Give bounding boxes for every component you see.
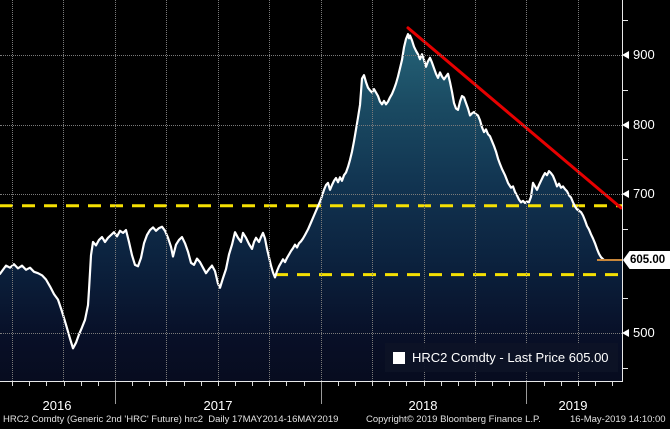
y-axis-label: 700: [633, 186, 655, 201]
plot-area: [0, 0, 622, 381]
y-axis-label: 800: [633, 117, 655, 132]
x-axis-month-tick: [561, 382, 562, 386]
x-axis-month-tick: [475, 382, 476, 386]
grid-line-vertical: [12, 0, 13, 381]
x-axis-label: 2016: [42, 398, 72, 413]
x-axis-month-tick: [595, 382, 596, 386]
x-axis-year-tick: [526, 382, 527, 404]
last-price-badge: 605.00: [623, 251, 670, 269]
y-axis-minor-tick: [623, 368, 628, 369]
footer-datetime: 16-May-2019 14:10:00: [570, 414, 666, 425]
x-axis-month-tick: [304, 382, 305, 386]
grid-line-horizontal: [0, 194, 622, 195]
grid-line-vertical: [526, 0, 527, 381]
grid-line-vertical: [166, 0, 167, 381]
grid-line-vertical: [63, 0, 64, 381]
x-axis-month-tick: [492, 382, 493, 386]
y-axis-tick-arrow-icon: [622, 190, 629, 198]
area-fill: [0, 34, 622, 381]
x-axis-month-tick: [81, 382, 82, 386]
x-axis-month-tick: [286, 382, 287, 386]
y-axis-minor-tick: [623, 298, 628, 299]
grid-line-vertical: [475, 0, 476, 381]
grid-line-vertical: [218, 0, 219, 381]
grid-line-vertical: [578, 0, 579, 381]
x-axis-month-tick: [235, 382, 236, 386]
grid-line-vertical: [372, 0, 373, 381]
x-axis-label: 2017: [203, 398, 233, 413]
y-axis-tick-arrow-icon: [622, 51, 629, 59]
grid-line-horizontal: [0, 333, 622, 334]
grid-line-vertical: [424, 0, 425, 381]
x-axis-month-tick: [149, 382, 150, 386]
x-axis-year-tick: [321, 382, 322, 404]
footer-copyright: Copyright© 2019 Bloomberg Finance L.P.: [366, 414, 541, 425]
x-axis-month-tick: [441, 382, 442, 386]
x-axis-month-tick: [98, 382, 99, 386]
series-svg: [0, 26, 622, 381]
x-axis-month-tick: [389, 382, 390, 386]
x-axis-month-tick: [166, 382, 167, 386]
x-axis-month-tick: [269, 382, 270, 386]
y-axis-tick-arrow-icon: [622, 121, 629, 129]
y-axis-minor-tick: [623, 159, 628, 160]
price-line: [0, 33, 606, 350]
x-axis-month-tick: [406, 382, 407, 386]
footer-instrument: HRC2 Comdty (Generic 2nd 'HRC' Future) h…: [3, 414, 339, 425]
x-axis-label: 2018: [408, 398, 438, 413]
x-axis-month-tick: [12, 382, 13, 386]
y-axis-label: 900: [633, 47, 655, 62]
x-axis-label: 2019: [558, 398, 588, 413]
legend-label: HRC2 Comdty - Last Price 605.00: [412, 350, 609, 365]
x-axis-month-tick: [252, 382, 253, 386]
x-axis-month-tick: [612, 382, 613, 386]
x-axis-month-tick: [184, 382, 185, 386]
grid-line-vertical: [269, 0, 270, 381]
grid-line-horizontal: [0, 125, 622, 126]
grid-line-horizontal: [0, 55, 622, 56]
grid-line-vertical: [115, 0, 116, 381]
y-axis-minor-tick: [623, 90, 628, 91]
x-axis-month-tick: [544, 382, 545, 386]
x-axis-month-tick: [578, 382, 579, 386]
x-axis-month-tick: [46, 382, 47, 386]
x-axis-month-tick: [509, 382, 510, 386]
x-axis-line: [0, 381, 622, 382]
y-axis-minor-tick: [623, 20, 628, 21]
legend-marker-icon: [393, 351, 405, 364]
x-axis-month-tick: [338, 382, 339, 386]
x-axis-month-tick: [201, 382, 202, 386]
x-axis-month-tick: [132, 382, 133, 386]
y-axis-label: 500: [633, 325, 655, 340]
x-axis-month-tick: [64, 382, 65, 386]
x-axis-month-tick: [29, 382, 30, 386]
x-axis-month-tick: [218, 382, 219, 386]
x-axis-month-tick: [372, 382, 373, 386]
grid-line-vertical: [321, 0, 322, 381]
trend-line: [406, 26, 622, 210]
legend: HRC2 Comdty - Last Price 605.00: [385, 343, 618, 372]
x-axis-month-tick: [424, 382, 425, 386]
x-axis-month-tick: [458, 382, 459, 386]
y-axis-tick-arrow-icon: [622, 329, 629, 337]
x-axis-month-tick: [355, 382, 356, 386]
x-axis-year-tick: [115, 382, 116, 404]
y-axis-minor-tick: [623, 229, 628, 230]
